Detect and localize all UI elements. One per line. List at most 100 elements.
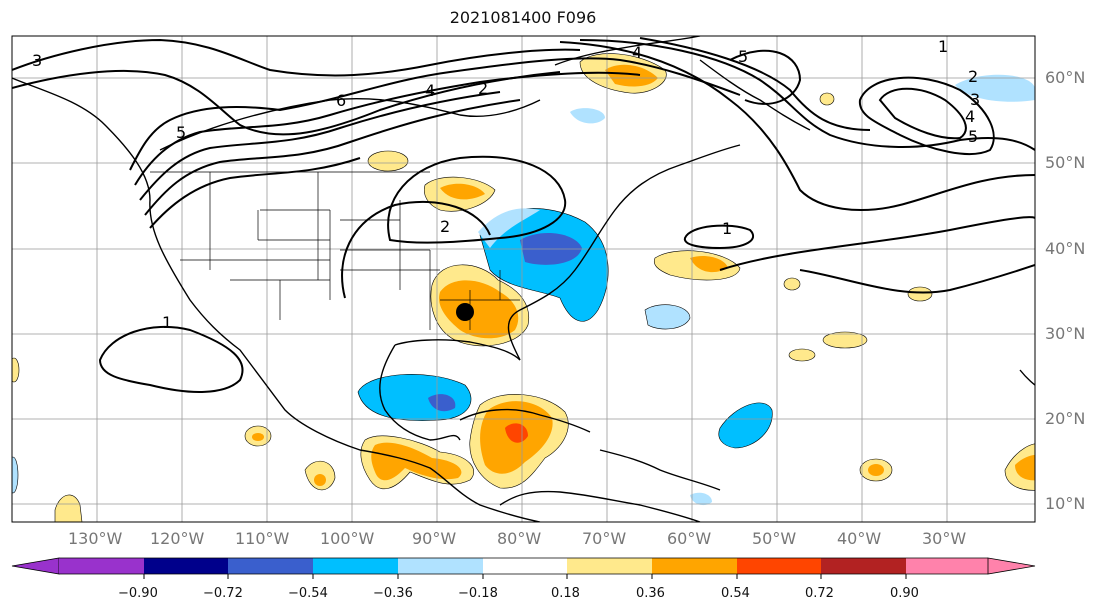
lat-label: 20°N	[1045, 409, 1086, 428]
contour-label: 3	[32, 51, 42, 70]
map-title: 2021081400 F096	[449, 8, 597, 27]
contour-label: 2	[968, 67, 978, 86]
contour-1-west	[98, 325, 244, 393]
anomaly-lightblue-labrador	[570, 108, 605, 124]
anomaly-orange-great-lakes	[440, 183, 485, 200]
lat-label: 60°N	[1045, 68, 1086, 87]
anomaly-orange-north	[605, 64, 658, 87]
lon-label: 130°W	[68, 529, 123, 548]
contour-trough-1	[129, 57, 741, 171]
contour-greenland-2	[579, 39, 1035, 151]
anomaly-blue-atlantic	[718, 402, 773, 449]
colorbar-segment	[483, 558, 567, 574]
anomaly-lightblue-atlantic	[644, 304, 691, 330]
lon-label: 30°W	[922, 529, 967, 548]
contour-ridge	[729, 49, 802, 105]
colorbar-segment	[59, 558, 144, 574]
colorbar-segment	[821, 558, 906, 574]
contour-greenland-1	[559, 41, 1035, 211]
anomaly-yellow-sw	[54, 494, 83, 522]
graticule	[12, 36, 1035, 522]
contour-label: 3	[970, 90, 980, 109]
colorbar-segment	[228, 558, 313, 574]
contour-label: 1	[162, 313, 172, 332]
anomaly-lightblue-pacific	[690, 492, 712, 506]
contour-label: 4	[632, 43, 642, 62]
contour-label: 5	[968, 127, 978, 146]
colorbar-tick-label: −0.72	[203, 586, 243, 601]
contour-label: 4	[425, 81, 435, 100]
lat-label: 50°N	[1045, 153, 1086, 172]
contour-label: 2	[478, 79, 488, 98]
colorbar-segment	[398, 558, 483, 574]
anomaly-orange-southeast	[439, 280, 519, 339]
contour-closed-eastcan	[387, 155, 567, 244]
contour-label: 1	[938, 37, 948, 56]
contours	[12, 37, 1035, 393]
contour-1-ocean	[719, 216, 1035, 271]
colorbar-tick-label: 0.72	[805, 586, 834, 601]
storm-center-marker	[456, 303, 474, 321]
contour-north-1	[12, 38, 581, 77]
contour-label: 4	[965, 107, 975, 126]
colorbar-segment	[652, 558, 737, 574]
anomaly-orange-central-america	[371, 442, 462, 481]
lat-label: 10°N	[1045, 494, 1086, 513]
anomaly-yellow-atl-1	[822, 331, 868, 349]
contour-label: 6	[336, 91, 346, 110]
lon-label: 80°W	[497, 529, 542, 548]
lon-label: 40°W	[837, 529, 882, 548]
contour-trough-5	[149, 157, 361, 229]
contour-labels: 3 5 6 4 2 5 1 4 2 3 4 5 2 1 1	[32, 37, 980, 332]
colorbar-tick-label: −0.90	[118, 586, 158, 601]
contour-trough-4	[144, 99, 521, 216]
contour-label: 1	[722, 219, 732, 238]
contour-trough-2	[134, 71, 641, 186]
contour-label: 5	[738, 47, 748, 66]
anomaly-yellow-canada	[367, 150, 409, 172]
lon-label: 120°W	[150, 529, 205, 548]
colorbar-extend-right	[987, 557, 1036, 575]
lon-label: 90°W	[412, 529, 457, 548]
map-frame	[11, 35, 1036, 523]
state-borders	[150, 171, 520, 330]
lon-label: 50°W	[752, 529, 797, 548]
anomaly-darkblue-gulf	[428, 394, 456, 412]
colorbar-tick-label: −0.36	[373, 586, 413, 601]
contour-trough-3	[139, 91, 501, 201]
colorbar-tick-label: 0.18	[551, 586, 580, 601]
contour-trough-inner	[341, 200, 491, 299]
anomaly-yellow-atl-2	[788, 348, 816, 362]
contour-north-2	[12, 69, 561, 136]
anomaly-lightblue-north-atlantic	[955, 74, 1035, 102]
anomaly-yellow-gr-small	[819, 92, 835, 106]
colorbar-segment	[567, 558, 652, 574]
colorbar-extend-left	[11, 557, 60, 575]
lat-label: 40°N	[1045, 239, 1086, 258]
colorbar-tick-label: 0.90	[890, 586, 919, 601]
contour-label: 5	[176, 123, 186, 142]
colorbar-segment	[144, 558, 228, 574]
anomaly-yellow-atl-4	[783, 277, 801, 291]
contour-closed-atl	[858, 76, 995, 156]
lon-label: 100°W	[320, 529, 375, 548]
colorbar-segment	[737, 558, 821, 574]
lat-label: 30°N	[1045, 324, 1086, 343]
lon-label: 60°W	[667, 529, 712, 548]
colorbar-tick-label: −0.54	[288, 586, 328, 601]
contour-1-atl	[683, 224, 755, 250]
lon-label: 70°W	[582, 529, 627, 548]
colorbar-segment	[906, 558, 988, 574]
colorbar-segment	[313, 558, 398, 574]
colorbar-tick-label: 0.54	[721, 586, 750, 601]
colorbar-tick-label: −0.18	[458, 586, 498, 601]
lon-label: 110°W	[235, 529, 290, 548]
contour-1-ocean-2	[799, 264, 1035, 294]
contour-label: 2	[440, 217, 450, 236]
anomaly-orange-atlantic	[690, 256, 728, 273]
colorbar	[11, 557, 1036, 579]
contour-greenland-3	[639, 37, 871, 131]
contour-closed-atl-2	[878, 87, 967, 140]
colorbar-tick-label: 0.36	[636, 586, 665, 601]
